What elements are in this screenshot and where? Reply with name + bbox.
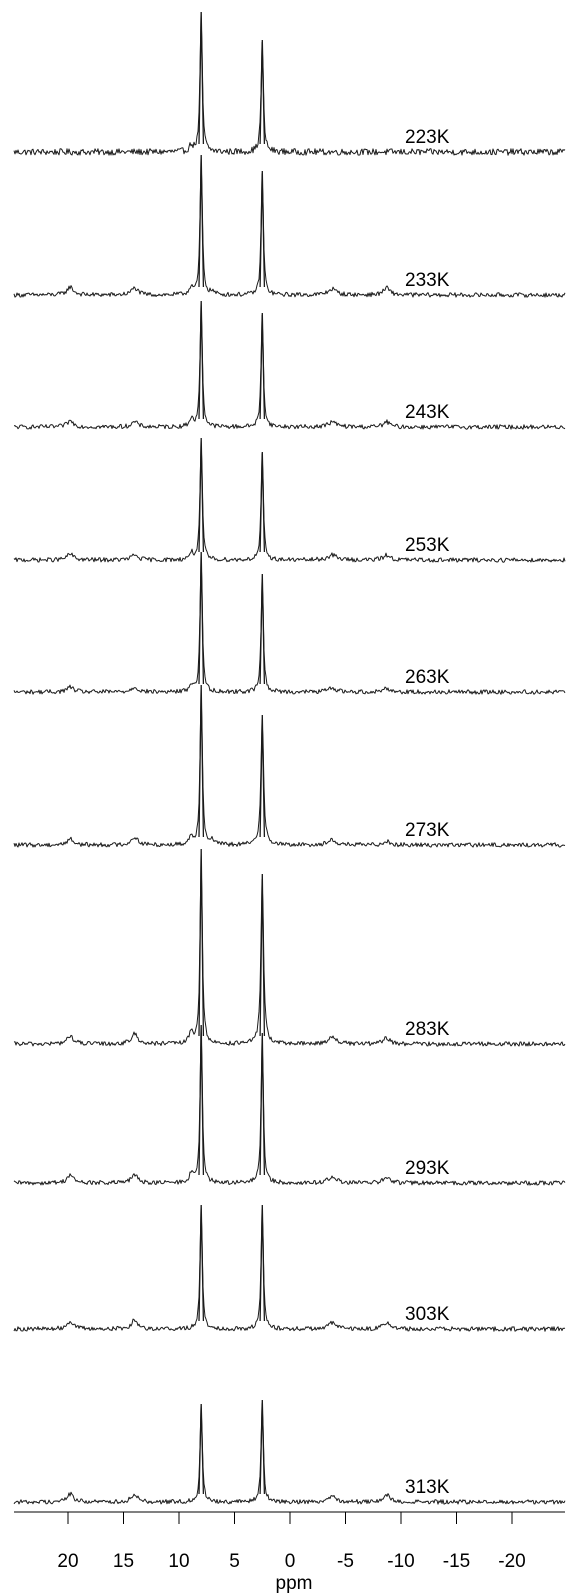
spectrum-line (13, 1025, 566, 1186)
peak-mark (259, 1032, 266, 1176)
peak-mark (259, 170, 266, 288)
peak-mark (198, 437, 205, 553)
peak-mark (259, 873, 266, 1037)
temperature-label: 313K (405, 1477, 450, 1498)
temperature-label: 233K (405, 270, 450, 291)
spectrum-line (13, 12, 566, 156)
spectrum-line (13, 302, 566, 430)
spectrum-line (13, 554, 566, 695)
peak-mark (259, 1399, 266, 1495)
spectrum-trace: 233K (13, 154, 566, 298)
spectrum-line (13, 688, 566, 848)
peak-mark (198, 1024, 205, 1176)
x-tick-label: 5 (229, 1551, 240, 1572)
temperature-label: 283K (405, 1019, 450, 1040)
peak-mark (198, 551, 205, 685)
peak-mark (259, 312, 266, 420)
spectrum-trace: 253K (13, 437, 566, 563)
x-axis-title: ppm (276, 1573, 313, 1594)
temperature-label: 243K (405, 402, 450, 423)
spectrum-line (13, 156, 566, 298)
x-axis-ticks: 20 15 10 5 0 -5 -10 -15 -20 (57, 1512, 526, 1572)
peak-mark (198, 154, 205, 288)
x-tick-label: -20 (498, 1551, 525, 1572)
x-axis: 20 15 10 5 0 -5 -10 -15 -20 ppm (14, 1511, 565, 1594)
spectrum-trace: 303K (13, 1204, 566, 1332)
temperature-label: 223K (405, 127, 450, 148)
peak-mark (198, 1204, 205, 1322)
spectrum-trace: 263K (13, 551, 566, 695)
peak-mark (198, 848, 205, 1037)
x-tick-label: -10 (387, 1551, 414, 1572)
spectrum-line (13, 853, 566, 1047)
peak-mark (198, 11, 205, 145)
x-tick-label: 15 (113, 1551, 134, 1572)
temperature-label: 273K (405, 820, 450, 841)
spectrum-trace: 293K (13, 1024, 566, 1186)
peak-mark (259, 573, 266, 685)
spectrum-trace: 223K (13, 11, 566, 156)
x-tick-label: 10 (168, 1551, 189, 1572)
spectrum-line (13, 439, 566, 563)
peak-mark (259, 451, 266, 553)
temperature-label: 263K (405, 667, 450, 688)
spectrum-line (13, 1403, 566, 1505)
peak-mark (198, 300, 205, 420)
temperature-label: 253K (405, 535, 450, 556)
x-tick-label: -15 (443, 1551, 470, 1572)
temperature-label: 303K (405, 1304, 450, 1325)
spectrum-trace: 243K (13, 300, 566, 430)
spectrum-trace: 283K (13, 848, 566, 1047)
x-tick-label: 0 (285, 1551, 296, 1572)
spectra-group: 223K 233K 243K 253K 263K 273K 283K 293K 303K 313K (13, 11, 566, 1505)
peak-mark (259, 714, 266, 838)
spectrum-trace: 313K (13, 1399, 566, 1505)
x-tick-label: -5 (337, 1551, 354, 1572)
peak-mark (259, 39, 266, 145)
temperature-label: 293K (405, 1158, 450, 1179)
peak-mark (198, 684, 205, 838)
x-tick-label: 20 (57, 1551, 78, 1572)
peak-mark (198, 1403, 205, 1495)
spectrum-line (13, 1205, 566, 1332)
peak-mark (259, 1204, 266, 1322)
spectrum-trace: 273K (13, 684, 566, 848)
